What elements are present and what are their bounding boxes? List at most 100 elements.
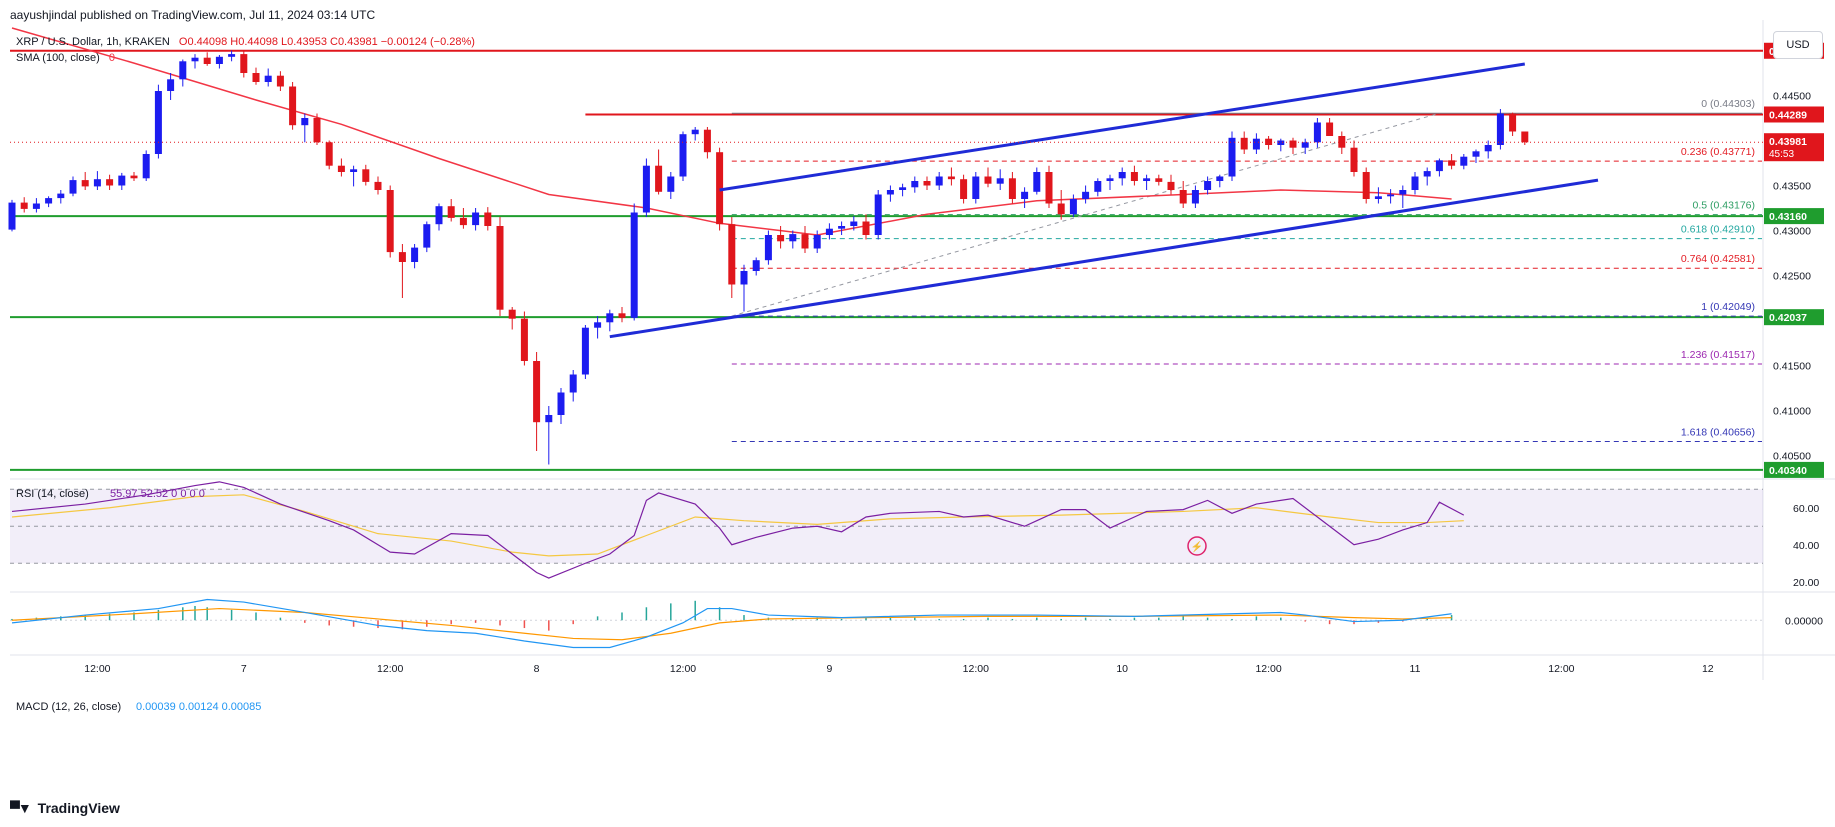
candle-body <box>825 228 833 235</box>
candle-body <box>1204 181 1212 190</box>
fib-level-label: 1.618 (0.40656) <box>1681 426 1755 438</box>
level-price-label: 0.42037 <box>1769 312 1807 324</box>
candle-body <box>1387 194 1395 197</box>
candle-body <box>1423 171 1431 177</box>
candle-body <box>1130 172 1138 181</box>
support-price-tag <box>1764 461 1824 478</box>
level-price-label: 0.44289 <box>1769 109 1807 121</box>
time-tick-label: 12:00 <box>377 663 403 675</box>
candle-body <box>630 212 638 318</box>
price-tick-label: 0.41500 <box>1773 361 1811 373</box>
macd-title: MACD (12, 26, close) <box>16 701 121 713</box>
tradingview-logo-icon: ▀▼ <box>10 800 32 816</box>
candle-body <box>557 392 565 415</box>
time-tick-label: 12:00 <box>963 663 989 675</box>
candle-body <box>716 152 724 225</box>
candle-body <box>508 309 516 319</box>
fib-level-label: 0 (0.44303) <box>1701 98 1755 110</box>
level-price-label: 0.43160 <box>1769 211 1807 223</box>
candle-body <box>899 187 907 190</box>
candle-body <box>1460 156 1468 166</box>
candle-body <box>252 73 260 82</box>
ohlc-values: O0.44098 H0.44098 L0.43953 C0.43981 −0.0… <box>178 36 475 48</box>
bar-countdown-label: 45:53 <box>1769 149 1794 160</box>
candle-body <box>447 206 455 218</box>
candle-body <box>1069 199 1077 215</box>
candle-body <box>118 175 126 186</box>
candle-body <box>179 61 187 80</box>
time-tick-label: 10 <box>1116 663 1128 675</box>
candle-body <box>8 202 16 230</box>
candle-body <box>1228 137 1236 177</box>
currency-button[interactable]: USD <box>1773 31 1823 59</box>
candle-body <box>1399 190 1407 195</box>
candle-body <box>1472 151 1480 157</box>
candle-body <box>1021 191 1029 199</box>
candle-body <box>935 176 943 186</box>
time-tick-label: 9 <box>826 663 832 675</box>
candle-body <box>411 247 419 262</box>
candle-body <box>93 179 101 187</box>
trendline <box>609 178 1599 339</box>
candle-body <box>1496 113 1504 145</box>
candle-body <box>435 206 443 225</box>
candle-body <box>1094 181 1102 192</box>
fib-anchor-line <box>731 112 1440 317</box>
candle-body <box>45 198 53 204</box>
macd-line <box>11 598 1452 649</box>
published-by-text: aayushjindal published on TradingView.co… <box>10 8 376 22</box>
rsi-tick-label: 40.00 <box>1793 540 1819 552</box>
candle-body <box>130 175 138 179</box>
candle-body <box>484 212 492 226</box>
candle-body <box>1252 138 1260 150</box>
resistance-price-tag <box>1764 106 1824 123</box>
current-price-tag <box>1764 133 1824 162</box>
candle-body <box>1484 145 1492 152</box>
candle-body <box>215 56 223 64</box>
candle-body <box>923 181 931 186</box>
candle-body <box>777 235 785 242</box>
fib-level-label: 1.236 (0.41517) <box>1681 349 1755 361</box>
fib-level-label: 0.5 (0.43176) <box>1693 200 1755 212</box>
time-tick-label: 7 <box>241 663 247 675</box>
candle-body <box>740 271 748 285</box>
lightning-glyph: ⚡ <box>1191 540 1203 553</box>
candle-body <box>142 154 150 179</box>
rsi-tick-label: 20.00 <box>1793 577 1819 589</box>
candle-body <box>1082 191 1090 199</box>
candle-body <box>545 415 553 423</box>
symbol-label: XRP / U.S. Dollar, 1h, KRAKEN <box>16 36 170 48</box>
candle-body <box>960 179 968 199</box>
candle-body <box>1155 178 1163 182</box>
rsi-band <box>10 489 1763 564</box>
rsi-values: 55.97 52.52 0 0 0 0 <box>110 488 205 500</box>
support-price-tag <box>1764 208 1824 225</box>
candle-body <box>1374 196 1382 199</box>
candle-body <box>69 180 77 194</box>
candle-body <box>801 234 809 249</box>
candle-body <box>472 212 480 226</box>
candle-body <box>1179 190 1187 204</box>
candle-body <box>1265 138 1273 145</box>
trendline <box>719 62 1526 192</box>
current-price-label: 0.43981 <box>1769 136 1807 148</box>
symbol-line: XRP / U.S. Dollar, 1h, KRAKEN O0.44098 H… <box>16 36 475 48</box>
candle-body <box>1350 147 1358 172</box>
candle-body <box>764 235 772 261</box>
rsi-line <box>11 481 1465 579</box>
candle-body <box>1338 136 1346 148</box>
sma-line <box>11 27 1452 236</box>
candle-body <box>703 129 711 153</box>
candle-body <box>289 86 297 126</box>
fib-level-label: 0.764 (0.42581) <box>1681 253 1755 265</box>
candle-body <box>1326 122 1334 136</box>
candle-body <box>813 235 821 249</box>
candle-body <box>1301 142 1309 148</box>
candle-body <box>1167 181 1175 190</box>
sma-legend: SMA (100, close) 0 <box>16 52 115 64</box>
candle-body <box>667 176 675 192</box>
candle-body <box>350 169 358 172</box>
candle-body <box>533 361 541 423</box>
price-tick-label: 0.43500 <box>1773 181 1811 193</box>
